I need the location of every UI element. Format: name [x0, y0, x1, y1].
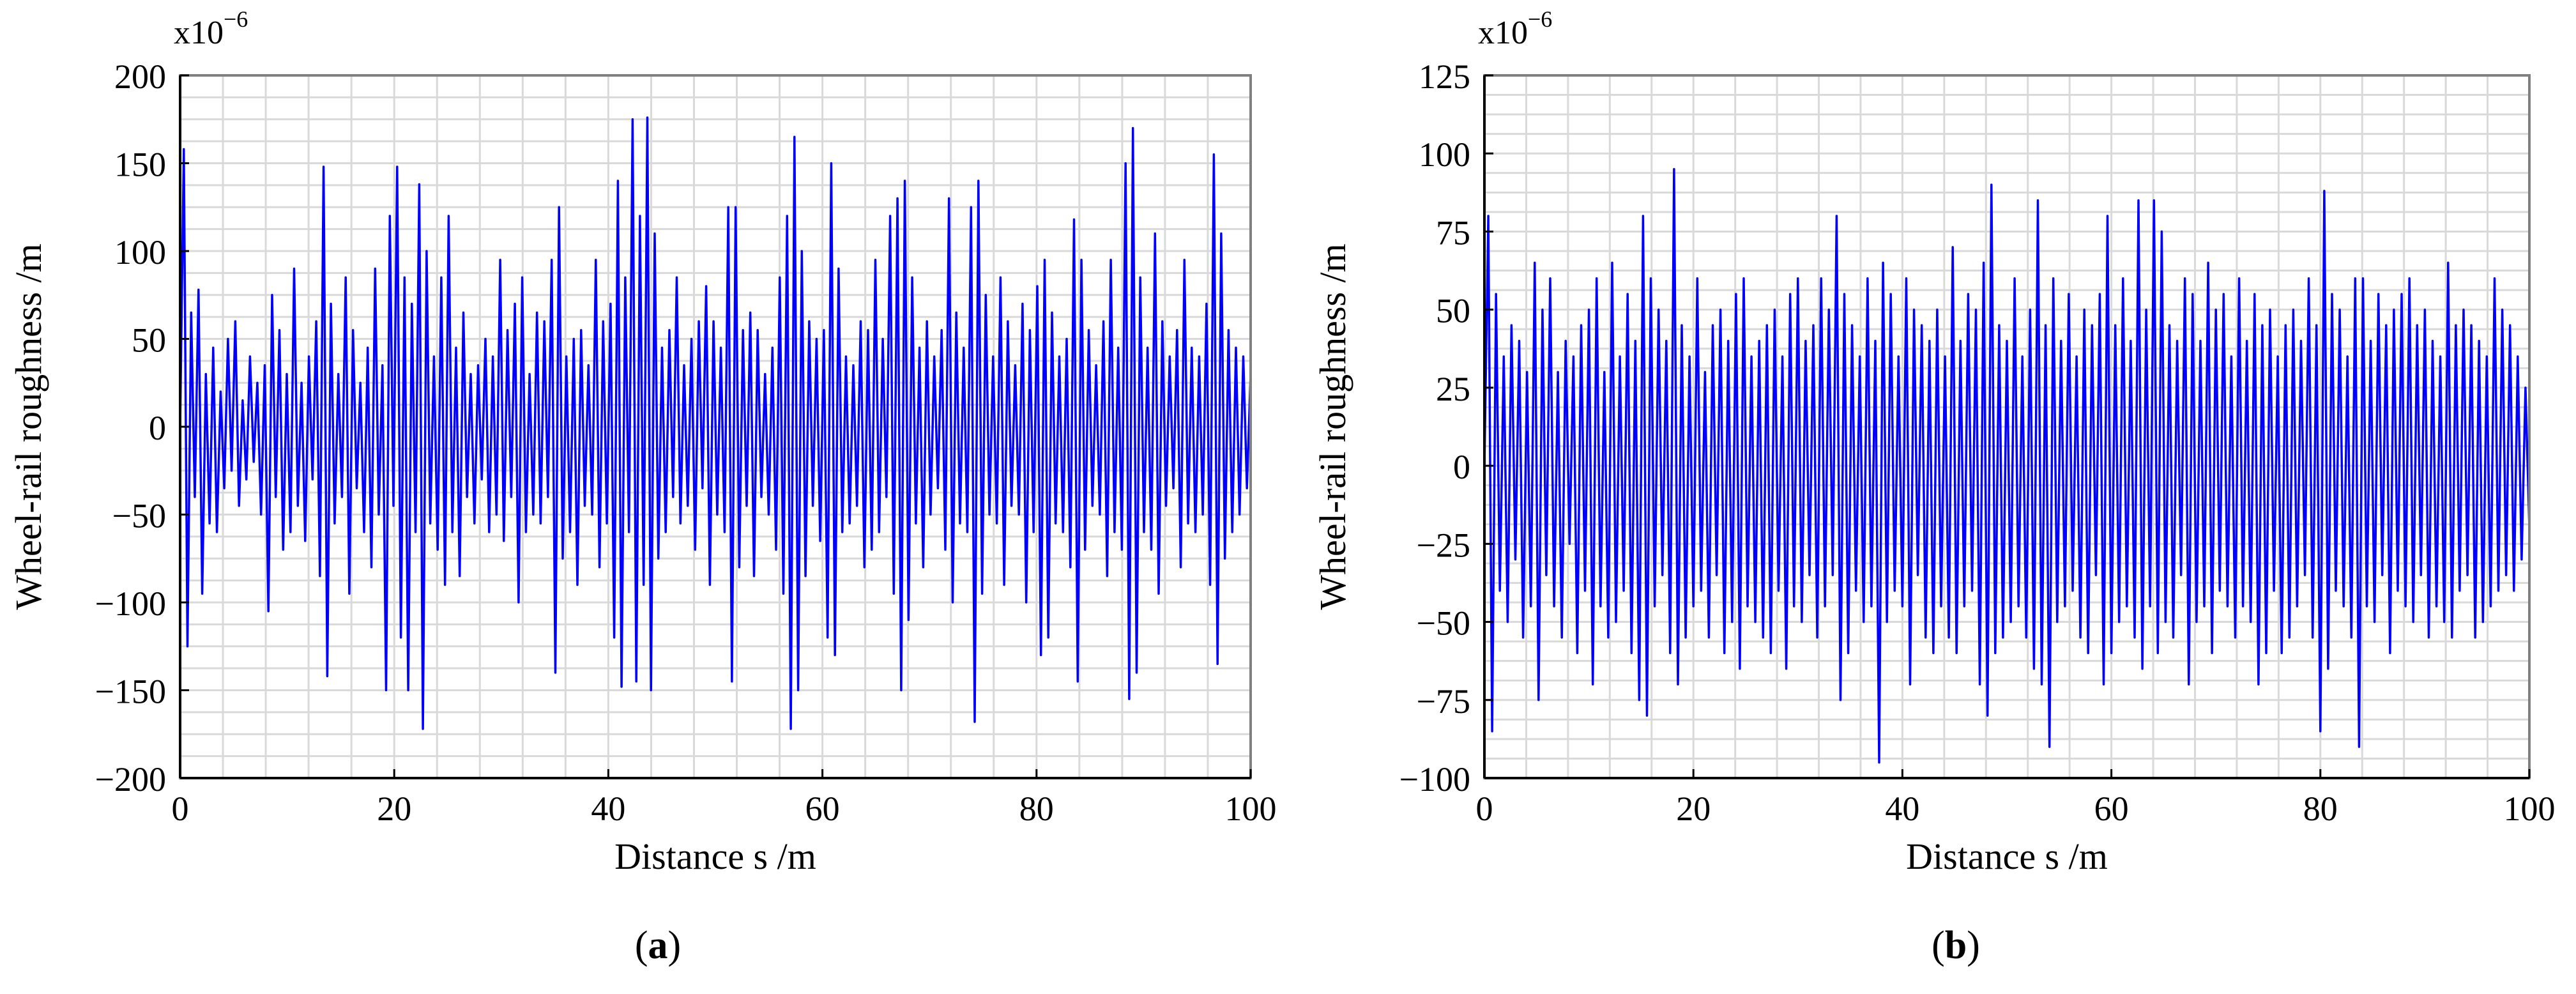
x-tick-label: 80	[1019, 790, 1054, 828]
y-tick-label: 200	[114, 57, 166, 96]
y-tick-label: −200	[95, 760, 166, 799]
x-tick-label: 0	[172, 790, 189, 828]
x-tick-label: 40	[591, 790, 625, 828]
y-tick-label: 50	[132, 321, 166, 360]
y-axis-title: Wheel-rail roughness /m	[8, 243, 49, 609]
x-axis-title: Distance s /m	[614, 836, 816, 877]
caption-b: (b)	[1932, 924, 1980, 967]
scale-factor-label: x10−6	[174, 6, 248, 51]
y-tick-label: −50	[112, 497, 166, 535]
y-tick-label: −150	[95, 673, 166, 711]
y-tick-label: −100	[95, 585, 166, 623]
x-tick-label: 60	[805, 790, 840, 828]
series-line-1	[179, 116, 1252, 730]
x-tick-label: 20	[377, 790, 411, 828]
caption-a: (a)	[634, 924, 682, 967]
y-tick-label: 0	[149, 409, 166, 447]
x-tick-label: 100	[1225, 790, 1277, 828]
y-tick-label: 150	[114, 146, 166, 184]
y-tick-label: 100	[114, 233, 166, 271]
